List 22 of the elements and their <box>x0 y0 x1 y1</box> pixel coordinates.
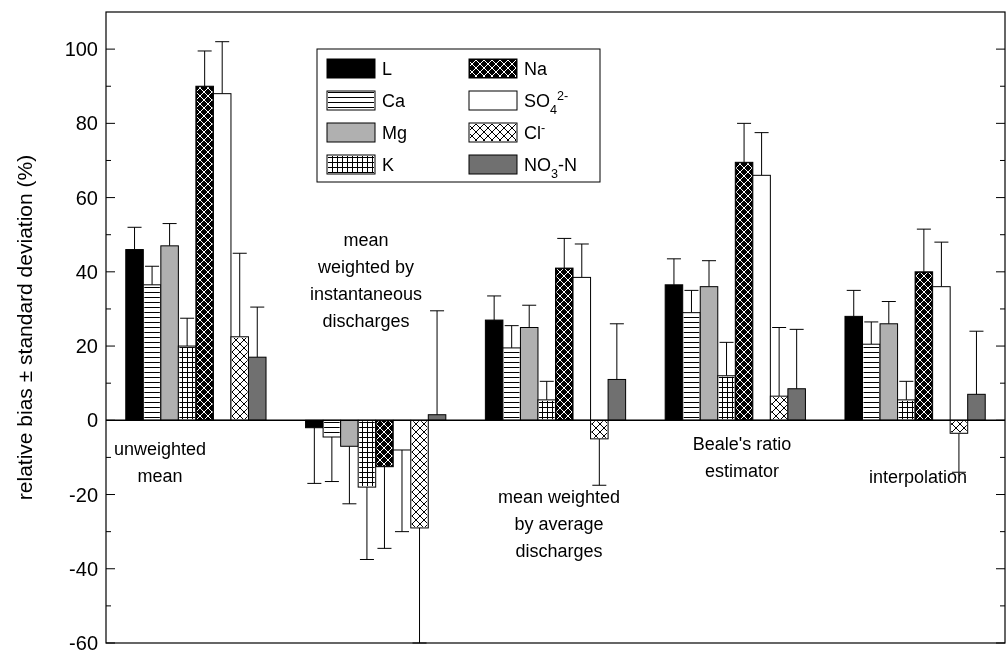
y-tick-label: 0 <box>86 409 98 432</box>
legend-label: Ca <box>382 91 406 112</box>
legend-label: K <box>382 155 395 176</box>
annotation: interpolation <box>868 467 968 487</box>
y-tick-label: 60 <box>75 186 98 209</box>
annotation: mean weighted by average discharges <box>497 487 621 561</box>
annotation: mean weighted by instantaneous discharges <box>309 230 423 331</box>
y-tick-label: 100 <box>64 38 98 61</box>
y-tick-label: 80 <box>75 112 98 135</box>
y-axis-title: relative bias ± standard deviation (%) <box>13 154 36 501</box>
annotation: unweighted mean <box>113 439 207 486</box>
legend-label: Na <box>524 59 548 80</box>
y-tick-label: -60 <box>69 632 98 653</box>
legend-label: L <box>382 59 393 80</box>
annotation: Beale's ratio estimator <box>692 434 792 481</box>
y-tick-label: -40 <box>69 557 98 580</box>
legend-label: NO$_{3}$-N <box>524 155 578 182</box>
legend-label: Mg <box>382 123 408 144</box>
y-tick-label: 20 <box>75 335 98 358</box>
y-tick-label: 40 <box>75 260 98 283</box>
y-tick-label: -20 <box>69 483 98 506</box>
legend-label: Cl$^{-}$ <box>524 121 546 144</box>
